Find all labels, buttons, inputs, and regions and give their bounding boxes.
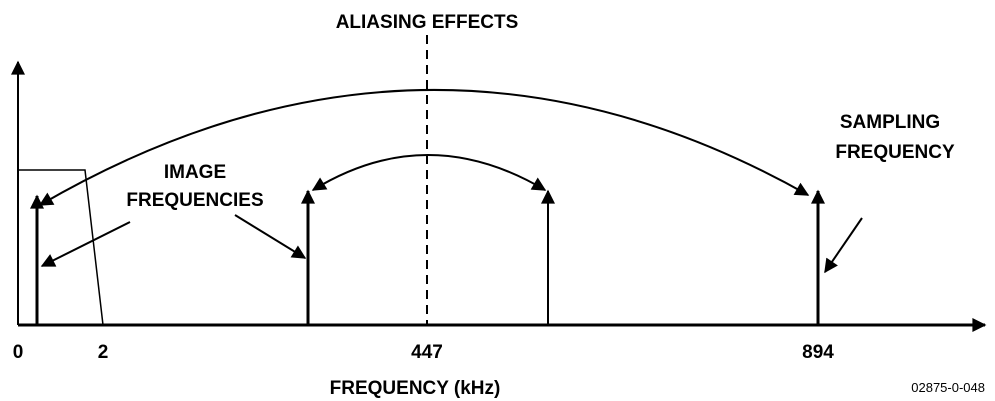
pointer bbox=[40, 221, 131, 267]
title: ALIASING EFFECTS bbox=[336, 12, 519, 33]
figure-id: 02875-0-048 bbox=[911, 380, 985, 395]
tick-label: 447 bbox=[411, 342, 443, 363]
tick-label: 0 bbox=[13, 342, 24, 363]
label: IMAGE bbox=[164, 162, 226, 183]
small-arc bbox=[311, 154, 547, 191]
label: FREQUENCY bbox=[835, 142, 955, 163]
tick-label: 2 bbox=[98, 342, 109, 363]
label: FREQUENCIES bbox=[126, 190, 263, 211]
tick-label: 894 bbox=[802, 342, 834, 363]
axis-label: FREQUENCY (kHz) bbox=[330, 378, 501, 399]
drawing bbox=[11, 35, 987, 332]
big-arc bbox=[38, 89, 810, 206]
label: SAMPLING bbox=[840, 112, 940, 133]
filter bbox=[18, 169, 104, 326]
pointer bbox=[824, 217, 863, 274]
pointer bbox=[234, 214, 307, 259]
